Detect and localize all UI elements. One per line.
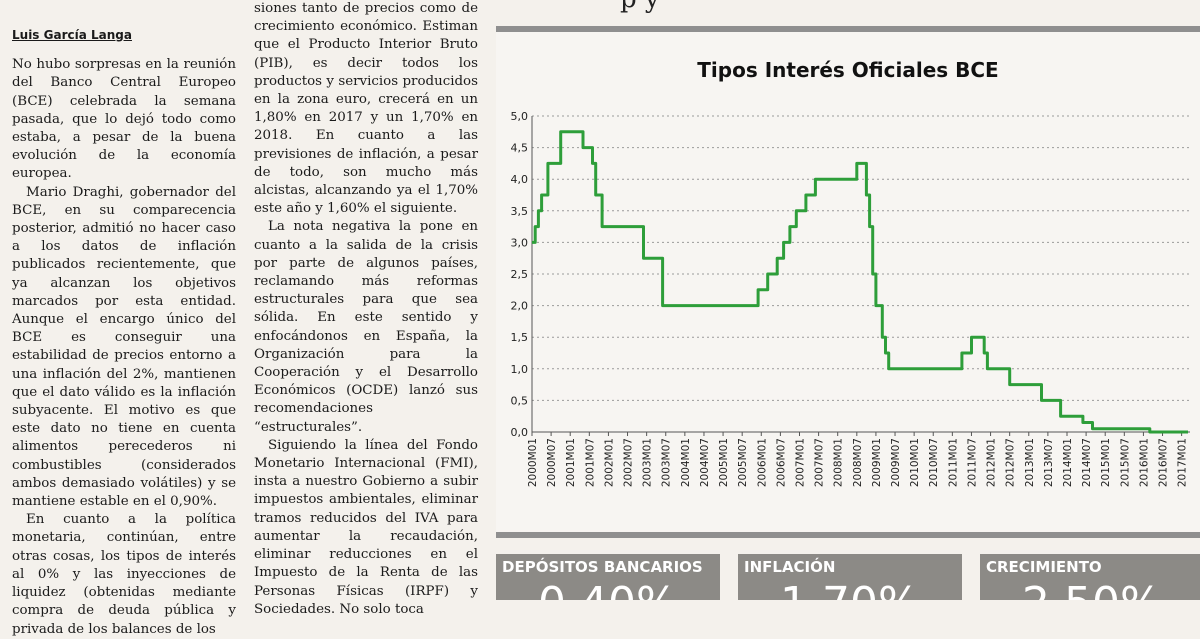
y-tick-label: 4,5 xyxy=(511,142,529,155)
y-tick-label: 5,0 xyxy=(511,110,529,123)
y-tick-label: 3,0 xyxy=(511,236,529,249)
paragraph: Siguiendo la línea del Fondo Monetario I… xyxy=(254,437,478,619)
stat-value: 0,40% xyxy=(538,578,678,600)
x-tick-label: 2017M01 xyxy=(1177,438,1189,487)
x-tick-label: 2004M01 xyxy=(680,438,692,487)
x-tick-label: 2004M07 xyxy=(699,438,711,487)
paragraph: La nota negativa la pone en cuanto a la … xyxy=(254,218,478,436)
x-tick-label: 2014M07 xyxy=(1081,438,1093,487)
interest-rate-chart: 0,0 0,5 1,0 1,5 2,0 2,5 3,0 3,5 4,0 4,5 5,0 2000M01… xyxy=(496,32,1200,532)
x-tick-label: 2000M01 xyxy=(527,438,539,487)
paragraph: Mario Draghi, gobernador del BCE, en su … xyxy=(12,184,236,512)
x-tick-label: 2011M01 xyxy=(947,438,959,487)
x-tick-label: 2008M01 xyxy=(833,438,845,487)
x-tick-label: 2012M01 xyxy=(986,438,998,487)
x-tick-label: 2005M07 xyxy=(737,438,749,487)
x-tick-label: 2001M01 xyxy=(565,438,577,487)
stat-value: 1,70% xyxy=(780,578,920,600)
x-tick-label: 2009M07 xyxy=(890,438,902,487)
x-tick-label: 2000M07 xyxy=(546,438,558,487)
article-column-1: Luis García Langa No hubo sorpresas en l… xyxy=(12,26,236,639)
x-tick-label: 2006M01 xyxy=(756,438,768,487)
x-tick-label: 2011M07 xyxy=(966,438,978,487)
x-tick-label: 2002M01 xyxy=(603,438,615,487)
y-tick-label: 4,0 xyxy=(511,173,529,186)
x-tick-label: 2015M07 xyxy=(1119,438,1131,487)
x-tick-label: 2007M07 xyxy=(814,438,826,487)
x-tick-label: 2002M07 xyxy=(623,438,635,487)
paragraph: siones tanto de precios como de crecimie… xyxy=(254,0,478,218)
y-tick-label: 0,5 xyxy=(511,394,529,407)
x-tick-label: 2007M01 xyxy=(794,438,806,487)
y-tick-label: 0,0 xyxy=(511,426,529,439)
stat-growth: CRECIMIENTO 2,50% xyxy=(980,554,1200,600)
stat-inflation: INFLACIÓN 1,70% xyxy=(738,554,962,600)
stat-value: 2,50% xyxy=(1022,578,1162,600)
x-tick-label: 2010M01 xyxy=(909,438,921,487)
x-tick-label: 2006M07 xyxy=(775,438,787,487)
x-tick-label: 2005M01 xyxy=(718,438,730,487)
x-tick-label: 2015M01 xyxy=(1100,438,1112,487)
x-tick-label: 2003M07 xyxy=(661,438,673,487)
x-tick-label: 2003M01 xyxy=(642,438,654,487)
paragraph: En cuanto a la política monetaria, conti… xyxy=(12,511,236,638)
x-tick-label: 2008M07 xyxy=(852,438,864,487)
headline-fragment: p y xyxy=(620,0,660,14)
x-tick-label: 2010M07 xyxy=(928,438,940,487)
stat-label: CRECIMIENTO xyxy=(986,558,1102,576)
y-tick-label: 1,0 xyxy=(511,363,529,376)
stat-label: DEPÓSITOS BANCARIOS xyxy=(502,558,703,576)
stat-label: INFLACIÓN xyxy=(744,558,835,576)
x-tick-label: 2013M07 xyxy=(1043,438,1055,487)
y-tick-label: 2,5 xyxy=(511,268,529,281)
x-tick-label: 2016M07 xyxy=(1158,438,1170,487)
x-tick-label: 2001M07 xyxy=(584,438,596,487)
stat-deposits: DEPÓSITOS BANCARIOS 0,40% xyxy=(496,554,720,600)
paragraph: No hubo sorpresas en la reunión del Banc… xyxy=(12,56,236,183)
x-tick-label: 2009M01 xyxy=(871,438,883,487)
y-tick-label: 2,0 xyxy=(511,300,529,313)
x-tick-label: 2014M01 xyxy=(1062,438,1074,487)
x-tick-label: 2016M01 xyxy=(1138,438,1150,487)
y-tick-label: 3,5 xyxy=(511,205,529,218)
x-tick-label: 2012M07 xyxy=(1005,438,1017,487)
article-column-2: siones tanto de precios como de crecimie… xyxy=(254,0,478,619)
x-tick-label: 2013M01 xyxy=(1024,438,1036,487)
rate-series-line xyxy=(532,132,1188,432)
y-tick-label: 1,5 xyxy=(511,331,529,344)
byline: Luis García Langa xyxy=(12,26,236,44)
